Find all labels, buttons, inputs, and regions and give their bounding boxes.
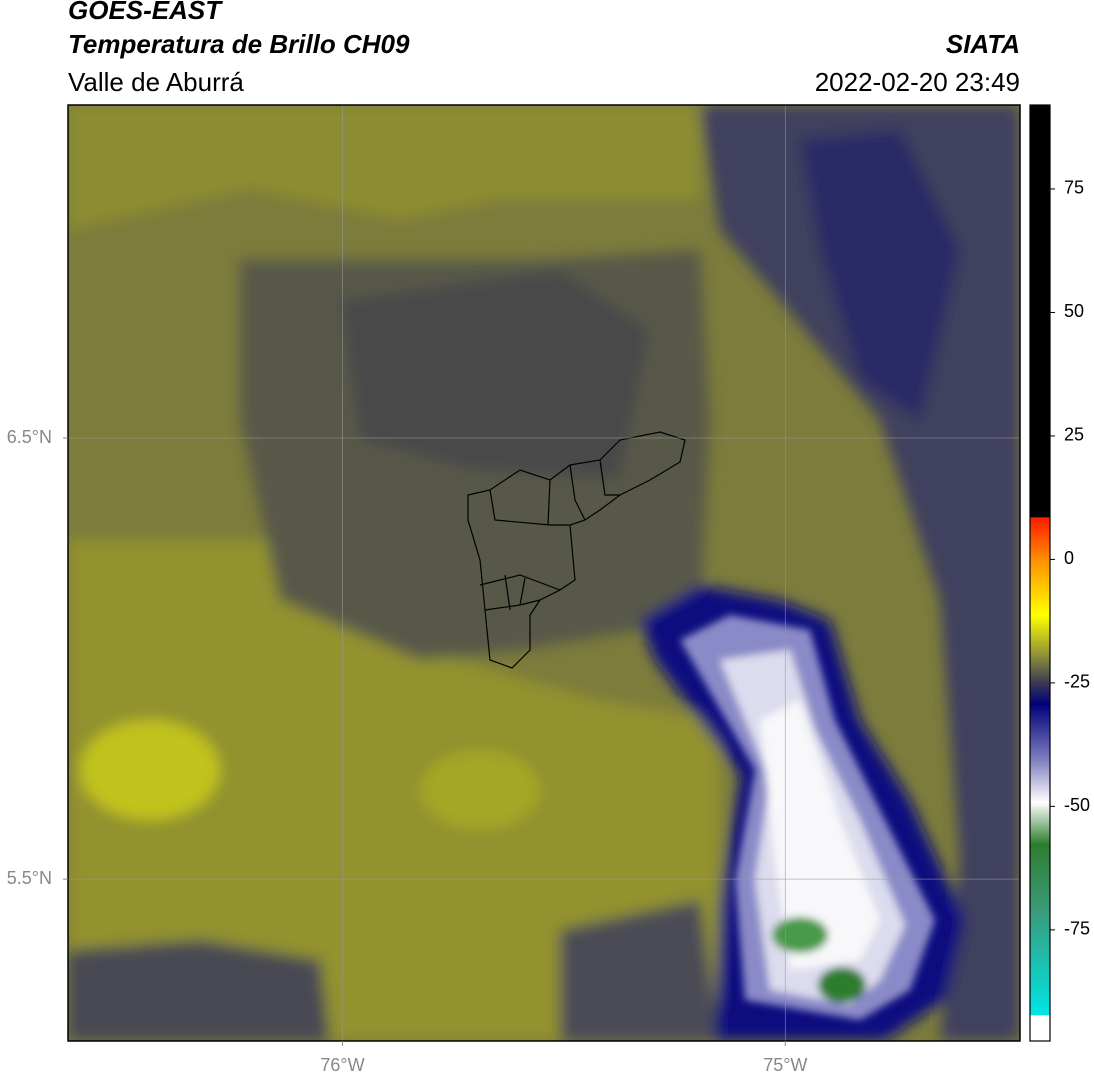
colorbar-tick-label: 75 [1064,178,1084,198]
municipality-boundaries [467,431,686,669]
colorbar-tick-label: 25 [1064,425,1084,445]
map-frame [67,104,1021,1042]
datetime: 2022-02-20 23:49 [815,67,1020,97]
colorbar-tick-label: 50 [1064,301,1084,321]
subtitle: Temperatura de Brillo CH09 [68,29,410,59]
satellite-field [68,105,1020,1041]
source: SIATA [946,29,1020,59]
colorbar-tick-label: -75 [1064,919,1090,939]
y-tick-label: 6.5°N [7,427,52,447]
colorbar-tick-label: 0 [1064,548,1074,568]
x-tick-label: 76°W [320,1055,364,1075]
colorbar [1029,104,1051,1042]
region: Valle de Aburrá [68,67,244,97]
y-tick-label: 5.5°N [7,868,52,888]
colorbar-tick-label: -25 [1064,672,1090,692]
colorbar-tick-label: -50 [1064,795,1090,815]
title: GOES-EAST [68,0,223,25]
x-tick-label: 75°W [763,1055,807,1075]
